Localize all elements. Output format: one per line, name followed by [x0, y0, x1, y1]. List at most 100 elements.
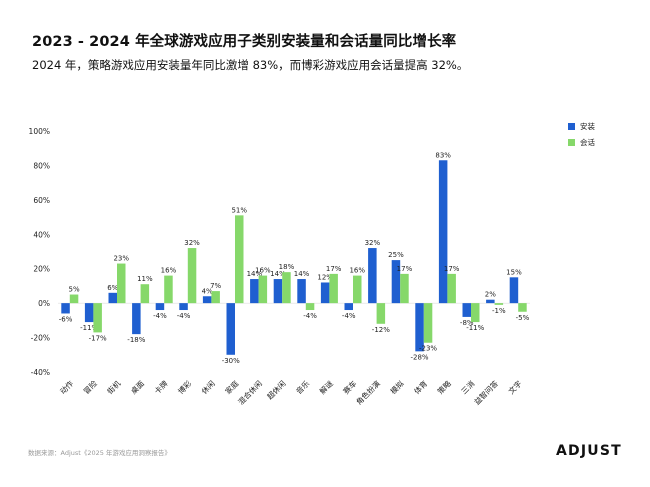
session-value-label-1: -17%: [89, 334, 107, 342]
x-tick-label: 解谜: [317, 378, 335, 396]
x-tick-label: 桌面: [128, 378, 146, 396]
session-value-label-8: 16%: [255, 267, 271, 275]
session-value-label-15: -23%: [419, 345, 437, 353]
install-value-label-19: 15%: [506, 268, 522, 276]
install-bar-6: [202, 296, 212, 304]
y-tick-label: 100%: [29, 127, 50, 136]
legend-session-swatch: [568, 139, 575, 146]
y-tick-label: 0%: [38, 299, 50, 308]
legend-install-label: 安装: [580, 121, 595, 131]
x-tick-label: 益智问答: [472, 378, 501, 407]
install-value-label-0: -6%: [59, 315, 73, 323]
session-bar-3: [140, 284, 150, 304]
install-bar-7: [226, 303, 235, 355]
session-value-label-14: 17%: [397, 265, 413, 273]
session-value-label-3: 11%: [137, 275, 153, 283]
install-bar-13: [368, 248, 377, 304]
x-tick-label: 策略: [435, 378, 453, 396]
session-bar-13: [376, 303, 386, 324]
y-tick-label: -20%: [31, 334, 50, 343]
x-tick-label: 冒险: [81, 378, 99, 396]
x-tick-label: 休闲: [199, 378, 217, 396]
legend-install-swatch: [568, 123, 575, 130]
x-tick-label: 混合休闲: [236, 378, 264, 406]
install-value-label-12: -4%: [342, 312, 356, 320]
session-bar-19: [518, 303, 527, 312]
session-bar-11: [329, 273, 338, 304]
install-value-label-6: 4%: [202, 287, 213, 295]
install-value-label-14: 25%: [388, 251, 404, 259]
install-bar-16: [438, 160, 448, 304]
x-tick-label: 动作: [58, 378, 76, 396]
x-tick-label: 博彩: [176, 378, 194, 396]
session-value-label-12: 16%: [349, 267, 365, 275]
install-value-label-3: -18%: [127, 336, 145, 344]
install-bar-2: [108, 292, 117, 304]
x-tick-label: 三消: [459, 378, 477, 396]
session-value-label-5: 32%: [184, 239, 200, 247]
session-value-label-17: -11%: [466, 324, 484, 332]
install-bar-18: [486, 299, 495, 304]
session-bar-17: [471, 303, 480, 323]
install-bar-5: [179, 303, 188, 311]
install-value-label-11: 12%: [317, 273, 333, 281]
install-value-label-16: 83%: [435, 151, 451, 159]
install-value-label-9: 14%: [270, 270, 286, 278]
session-bar-5: [187, 248, 197, 304]
session-value-label-7: 51%: [231, 206, 247, 214]
session-bar-14: [400, 273, 409, 304]
install-value-label-7: -30%: [222, 357, 240, 365]
y-tick-label: 60%: [33, 196, 50, 205]
session-value-label-16: 17%: [444, 265, 460, 273]
session-bar-4: [164, 275, 173, 304]
session-value-label-10: -4%: [303, 312, 317, 320]
session-bar-2: [117, 263, 126, 304]
session-bar-0: [69, 294, 79, 304]
session-bar-7: [235, 215, 244, 304]
install-value-label-10: 14%: [294, 270, 310, 278]
install-value-label-13: 32%: [365, 239, 381, 247]
session-bar-10: [305, 303, 315, 311]
install-bar-1: [84, 303, 94, 323]
y-tick-label: 20%: [33, 265, 50, 274]
chart-title: 2023 - 2024 年全球游戏应用子类别安装量和会话量同比增长率: [32, 34, 457, 50]
install-bar-0: [61, 303, 70, 314]
install-value-label-1: -11%: [80, 324, 98, 332]
session-bar-15: [423, 303, 433, 343]
legend-session-label: 会话: [580, 137, 595, 147]
x-tick-label: 文字: [506, 378, 524, 396]
install-bar-10: [297, 279, 306, 304]
install-bar-12: [344, 303, 353, 311]
x-tick-label: 模拟: [388, 378, 406, 396]
session-bar-8: [258, 275, 268, 304]
session-value-label-6: 7%: [210, 282, 221, 290]
install-value-label-4: -4%: [153, 312, 167, 320]
x-tick-label: 超休闲: [265, 378, 288, 401]
install-value-label-17: -8%: [460, 319, 474, 327]
x-tick-label: 体育: [412, 378, 430, 396]
session-value-label-2: 23%: [113, 255, 129, 263]
install-bar-19: [509, 277, 519, 304]
session-value-label-18: -1%: [492, 307, 506, 315]
x-tick-label: 街机: [105, 378, 123, 396]
session-value-label-11: 17%: [326, 265, 342, 273]
session-bar-1: [93, 303, 102, 333]
session-bar-18: [494, 303, 504, 305]
session-bar-9: [282, 272, 291, 304]
x-tick-label: 角色扮演: [354, 378, 383, 407]
session-value-label-4: 16%: [161, 267, 177, 275]
x-tick-label: 家庭: [223, 378, 241, 396]
session-bar-16: [447, 273, 456, 304]
install-bar-8: [250, 279, 259, 304]
install-bar-17: [462, 303, 471, 317]
session-value-label-0: 5%: [68, 286, 79, 294]
install-bar-9: [273, 279, 283, 304]
install-value-label-5: -4%: [177, 312, 191, 320]
install-bar-14: [391, 260, 401, 304]
session-value-label-19: -5%: [516, 314, 530, 322]
session-bar-6: [211, 291, 220, 304]
install-bar-15: [415, 303, 424, 352]
y-tick-label: 40%: [33, 230, 50, 239]
session-value-label-13: -12%: [372, 326, 390, 334]
